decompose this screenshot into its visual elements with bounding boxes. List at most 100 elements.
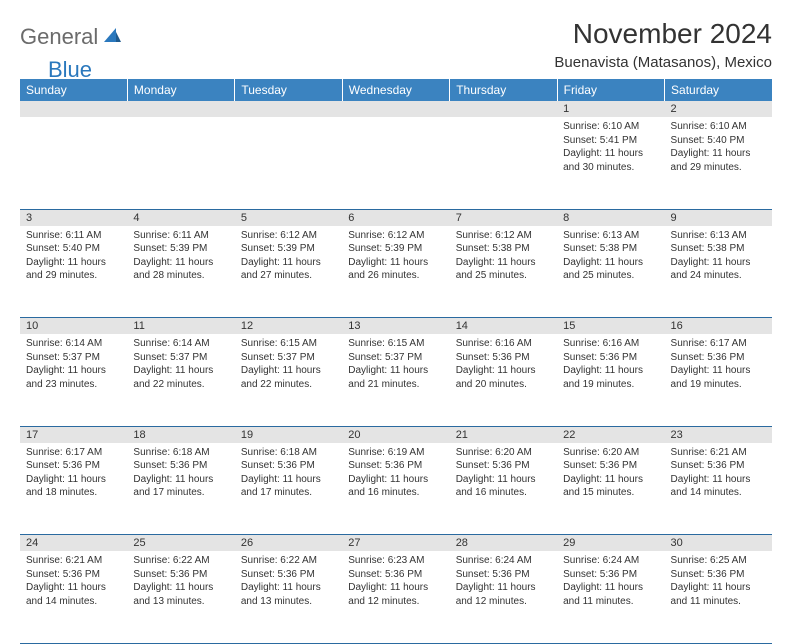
- logo: General: [20, 18, 124, 50]
- day-details: Sunrise: 6:14 AMSunset: 5:37 PMDaylight:…: [127, 334, 234, 395]
- day2-text: and 27 minutes.: [241, 269, 336, 283]
- day-number: 21: [450, 426, 557, 443]
- day-details: Sunrise: 6:19 AMSunset: 5:36 PMDaylight:…: [342, 443, 449, 504]
- day-cell: Sunrise: 6:16 AMSunset: 5:36 PMDaylight:…: [557, 334, 664, 426]
- day1-text: Daylight: 11 hours: [456, 256, 551, 270]
- header: General November 2024 Buenavista (Matasa…: [20, 18, 772, 71]
- day-details: Sunrise: 6:16 AMSunset: 5:36 PMDaylight:…: [450, 334, 557, 395]
- month-title: November 2024: [554, 18, 772, 50]
- day-details: Sunrise: 6:13 AMSunset: 5:38 PMDaylight:…: [557, 226, 664, 287]
- day-cell: Sunrise: 6:24 AMSunset: 5:36 PMDaylight:…: [557, 551, 664, 643]
- day-number: [235, 101, 342, 117]
- day-number: 5: [235, 209, 342, 226]
- day-number: 17: [20, 426, 127, 443]
- sunset-text: Sunset: 5:36 PM: [671, 351, 766, 365]
- day2-text: and 23 minutes.: [26, 378, 121, 392]
- day-cell: Sunrise: 6:20 AMSunset: 5:36 PMDaylight:…: [450, 443, 557, 535]
- day-number-row: 24252627282930: [20, 535, 772, 552]
- day-number-row: 10111213141516: [20, 318, 772, 335]
- day-details: Sunrise: 6:24 AMSunset: 5:36 PMDaylight:…: [450, 551, 557, 612]
- day-number-row: 3456789: [20, 209, 772, 226]
- sunrise-text: Sunrise: 6:16 AM: [563, 337, 658, 351]
- day2-text: and 26 minutes.: [348, 269, 443, 283]
- day-cell: Sunrise: 6:16 AMSunset: 5:36 PMDaylight:…: [450, 334, 557, 426]
- sunset-text: Sunset: 5:36 PM: [456, 459, 551, 473]
- sunrise-text: Sunrise: 6:17 AM: [26, 446, 121, 460]
- day2-text: and 28 minutes.: [133, 269, 228, 283]
- day1-text: Daylight: 11 hours: [671, 364, 766, 378]
- day2-text: and 22 minutes.: [133, 378, 228, 392]
- day-cell: Sunrise: 6:13 AMSunset: 5:38 PMDaylight:…: [665, 226, 772, 318]
- day-number: 22: [557, 426, 664, 443]
- day1-text: Daylight: 11 hours: [348, 473, 443, 487]
- sunrise-text: Sunrise: 6:18 AM: [241, 446, 336, 460]
- day1-text: Daylight: 11 hours: [563, 581, 658, 595]
- day-number: 11: [127, 318, 234, 335]
- sunset-text: Sunset: 5:36 PM: [563, 568, 658, 582]
- day-details: Sunrise: 6:21 AMSunset: 5:36 PMDaylight:…: [20, 551, 127, 612]
- day1-text: Daylight: 11 hours: [241, 364, 336, 378]
- sunset-text: Sunset: 5:37 PM: [133, 351, 228, 365]
- sunrise-text: Sunrise: 6:11 AM: [26, 229, 121, 243]
- day1-text: Daylight: 11 hours: [133, 364, 228, 378]
- sunrise-text: Sunrise: 6:17 AM: [671, 337, 766, 351]
- day-number: 27: [342, 535, 449, 552]
- day-number: 26: [235, 535, 342, 552]
- weekday-header: Tuesday: [235, 79, 342, 101]
- sunset-text: Sunset: 5:36 PM: [348, 568, 443, 582]
- day-number: 8: [557, 209, 664, 226]
- day-number: 20: [342, 426, 449, 443]
- day-cell: Sunrise: 6:13 AMSunset: 5:38 PMDaylight:…: [557, 226, 664, 318]
- sail-icon: [102, 26, 122, 49]
- sunrise-text: Sunrise: 6:11 AM: [133, 229, 228, 243]
- day-cell: Sunrise: 6:17 AMSunset: 5:36 PMDaylight:…: [665, 334, 772, 426]
- sunrise-text: Sunrise: 6:22 AM: [133, 554, 228, 568]
- day-details: Sunrise: 6:13 AMSunset: 5:38 PMDaylight:…: [665, 226, 772, 287]
- day-cell: Sunrise: 6:25 AMSunset: 5:36 PMDaylight:…: [665, 551, 772, 643]
- day-cell: Sunrise: 6:17 AMSunset: 5:36 PMDaylight:…: [20, 443, 127, 535]
- day-number: 23: [665, 426, 772, 443]
- day-details: Sunrise: 6:15 AMSunset: 5:37 PMDaylight:…: [342, 334, 449, 395]
- day1-text: Daylight: 11 hours: [671, 256, 766, 270]
- day-number: 10: [20, 318, 127, 335]
- weekday-header: Friday: [557, 79, 664, 101]
- day1-text: Daylight: 11 hours: [348, 364, 443, 378]
- day-cell: Sunrise: 6:15 AMSunset: 5:37 PMDaylight:…: [342, 334, 449, 426]
- day-number-row: 12: [20, 101, 772, 117]
- sunrise-text: Sunrise: 6:25 AM: [671, 554, 766, 568]
- day-number: 6: [342, 209, 449, 226]
- day2-text: and 24 minutes.: [671, 269, 766, 283]
- day-details: Sunrise: 6:20 AMSunset: 5:36 PMDaylight:…: [450, 443, 557, 504]
- day2-text: and 11 minutes.: [671, 595, 766, 609]
- day-details: Sunrise: 6:11 AMSunset: 5:40 PMDaylight:…: [20, 226, 127, 287]
- sunset-text: Sunset: 5:36 PM: [26, 568, 121, 582]
- day1-text: Daylight: 11 hours: [241, 256, 336, 270]
- day1-text: Daylight: 11 hours: [133, 256, 228, 270]
- day-details: Sunrise: 6:22 AMSunset: 5:36 PMDaylight:…: [235, 551, 342, 612]
- day2-text: and 12 minutes.: [456, 595, 551, 609]
- day2-text: and 13 minutes.: [133, 595, 228, 609]
- day-cell: Sunrise: 6:18 AMSunset: 5:36 PMDaylight:…: [235, 443, 342, 535]
- day-cell: Sunrise: 6:11 AMSunset: 5:39 PMDaylight:…: [127, 226, 234, 318]
- day2-text: and 19 minutes.: [671, 378, 766, 392]
- day-details: Sunrise: 6:22 AMSunset: 5:36 PMDaylight:…: [127, 551, 234, 612]
- day-cell: Sunrise: 6:22 AMSunset: 5:36 PMDaylight:…: [127, 551, 234, 643]
- day2-text: and 16 minutes.: [348, 486, 443, 500]
- sunrise-text: Sunrise: 6:10 AM: [563, 120, 658, 134]
- day-details: Sunrise: 6:12 AMSunset: 5:39 PMDaylight:…: [235, 226, 342, 287]
- week-row: Sunrise: 6:10 AMSunset: 5:41 PMDaylight:…: [20, 117, 772, 209]
- day-number: 28: [450, 535, 557, 552]
- sunset-text: Sunset: 5:37 PM: [241, 351, 336, 365]
- day2-text: and 18 minutes.: [26, 486, 121, 500]
- sunrise-text: Sunrise: 6:15 AM: [348, 337, 443, 351]
- day-number: 13: [342, 318, 449, 335]
- day1-text: Daylight: 11 hours: [26, 473, 121, 487]
- sunset-text: Sunset: 5:39 PM: [241, 242, 336, 256]
- sunset-text: Sunset: 5:38 PM: [456, 242, 551, 256]
- sunset-text: Sunset: 5:39 PM: [133, 242, 228, 256]
- day-number: 24: [20, 535, 127, 552]
- day-cell: Sunrise: 6:12 AMSunset: 5:38 PMDaylight:…: [450, 226, 557, 318]
- day-number: [20, 101, 127, 117]
- sunrise-text: Sunrise: 6:22 AM: [241, 554, 336, 568]
- day1-text: Daylight: 11 hours: [26, 364, 121, 378]
